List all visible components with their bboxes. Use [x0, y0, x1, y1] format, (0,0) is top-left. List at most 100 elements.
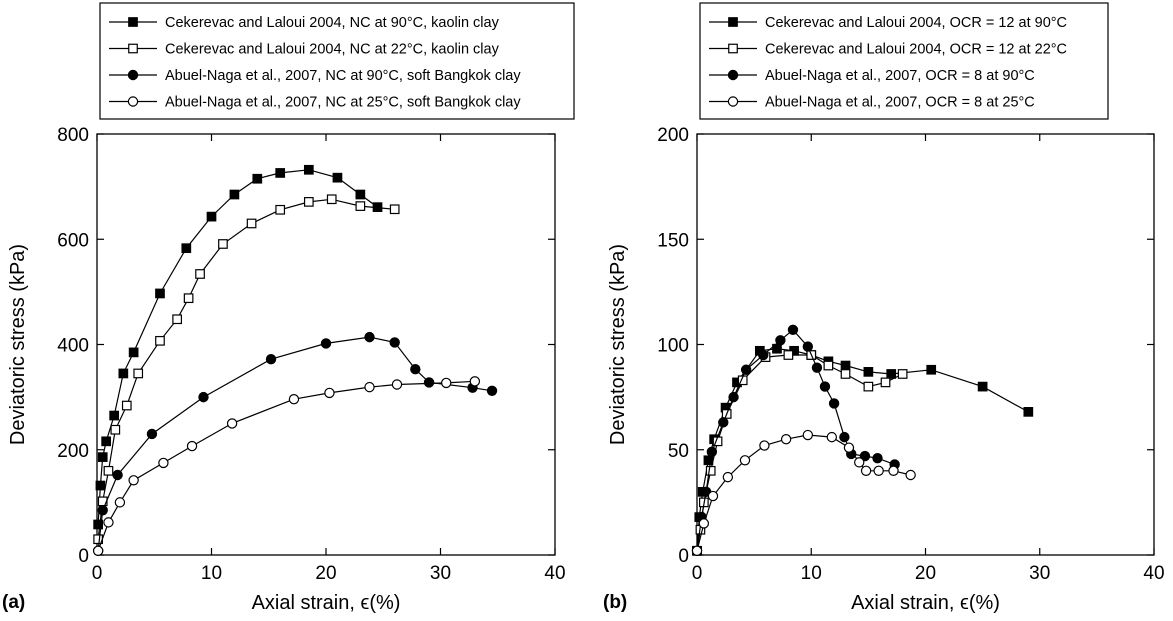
y-tick-label: 150 [657, 230, 689, 251]
data-point [863, 381, 874, 392]
data-point [183, 293, 194, 304]
legend-entry: Cekerevac and Laloui 2004, NC at 90°C, k… [109, 15, 500, 31]
data-point [787, 324, 799, 335]
legend-label: Cekerevac and Laloui 2004, NC at 90°C, k… [165, 15, 500, 31]
legend-marker [728, 17, 738, 27]
data-point [823, 360, 834, 371]
data-point [759, 440, 770, 451]
data-point [275, 204, 286, 215]
legend-label: Abuel-Naga et al., 2007, NC at 90°C, sof… [165, 68, 521, 84]
data-point [410, 364, 421, 375]
data-point [863, 367, 874, 377]
series-1 [93, 164, 383, 530]
data-point [840, 369, 851, 379]
data-point [1023, 407, 1034, 417]
y-tick-label: 0 [678, 546, 689, 567]
data-point [880, 377, 891, 388]
data-point [114, 497, 126, 508]
data-point [101, 436, 112, 447]
data-point [811, 362, 823, 373]
data-point [355, 189, 366, 200]
data-point [828, 398, 840, 409]
data-point [324, 387, 335, 399]
x-tick-label: 40 [544, 563, 565, 584]
data-point [391, 379, 403, 390]
data-point [303, 197, 314, 207]
data-point [854, 457, 865, 468]
data-point [218, 239, 228, 249]
data-point [802, 429, 814, 441]
data-point [226, 418, 238, 429]
panel-label: (a) [2, 592, 25, 613]
legend-entry: Abuel-Naga et al., 2007, NC at 90°C, sof… [109, 68, 521, 84]
data-point [718, 417, 729, 428]
legend-label: Cekerevac and Laloui 2004, NC at 22°C, k… [165, 42, 500, 58]
data-point [775, 335, 786, 346]
x-tick-label: 30 [1029, 563, 1050, 584]
data-point [198, 391, 209, 403]
legend-label: Cekerevac and Laloui 2004, OCR = 12 at 9… [765, 15, 1067, 31]
data-point [722, 471, 734, 483]
data-point [707, 490, 719, 502]
data-point [112, 469, 123, 481]
data-point [355, 201, 366, 211]
series-3 [92, 331, 498, 556]
series-4 [691, 429, 916, 556]
x-tick-label: 40 [1143, 563, 1164, 584]
panel-label: (b) [603, 592, 627, 613]
legend-marker [128, 17, 138, 27]
data-point [103, 465, 114, 476]
legend-marker [727, 69, 739, 81]
y-tick-label: 200 [657, 125, 689, 146]
data-point [840, 360, 851, 371]
data-point [206, 211, 217, 222]
data-point [332, 172, 343, 183]
data-point [97, 452, 108, 462]
series-line [696, 328, 895, 551]
data-point [252, 173, 263, 184]
data-point [155, 288, 165, 299]
series-line [97, 380, 475, 552]
data-point [128, 475, 139, 486]
data-point [740, 364, 752, 375]
data-point [839, 431, 850, 443]
y-tick-label: 0 [78, 546, 89, 567]
data-point [802, 341, 814, 352]
data-point [819, 381, 831, 392]
data-point [186, 440, 198, 452]
legend-entry: Abuel-Naga et al., 2007, NC at 25°C, sof… [109, 95, 521, 111]
data-point [326, 194, 337, 205]
data-point [783, 350, 794, 360]
y-axis-label: Deviatoric stress (kPa) [607, 244, 629, 445]
data-point [103, 517, 114, 528]
data-point [728, 391, 739, 403]
data-point [121, 400, 132, 411]
legend-entry: Abuel-Naga et al., 2007, OCR = 8 at 25°C [709, 95, 1035, 111]
data-point [826, 431, 838, 443]
y-tick-label: 600 [57, 230, 89, 251]
data-point [320, 338, 332, 349]
legend-box [699, 2, 1109, 120]
data-point [288, 394, 300, 405]
legend-entry: Cekerevac and Laloui 2004, NC at 22°C, k… [109, 42, 500, 58]
data-point [739, 455, 751, 466]
data-point [158, 457, 169, 469]
data-point [128, 347, 139, 358]
x-tick-label: 30 [430, 563, 451, 584]
data-point [246, 218, 257, 229]
data-point [441, 377, 452, 389]
x-tick-label: 10 [801, 563, 822, 584]
legend-marker [127, 69, 139, 81]
chart-panel-b: 0 10 20 30 40 0 50 100 150 200 Axial strain, ϵ(%) D… [603, 2, 1165, 614]
data-point [303, 164, 314, 175]
data-point [389, 337, 400, 348]
data-point [146, 428, 158, 440]
x-tick-label: 10 [201, 563, 222, 584]
x-tick-label: 0 [692, 563, 703, 584]
data-point [705, 465, 716, 476]
data-point [229, 189, 240, 200]
series-line [97, 336, 493, 551]
legend-entry: Cekerevac and Laloui 2004, OCR = 12 at 9… [709, 15, 1067, 31]
